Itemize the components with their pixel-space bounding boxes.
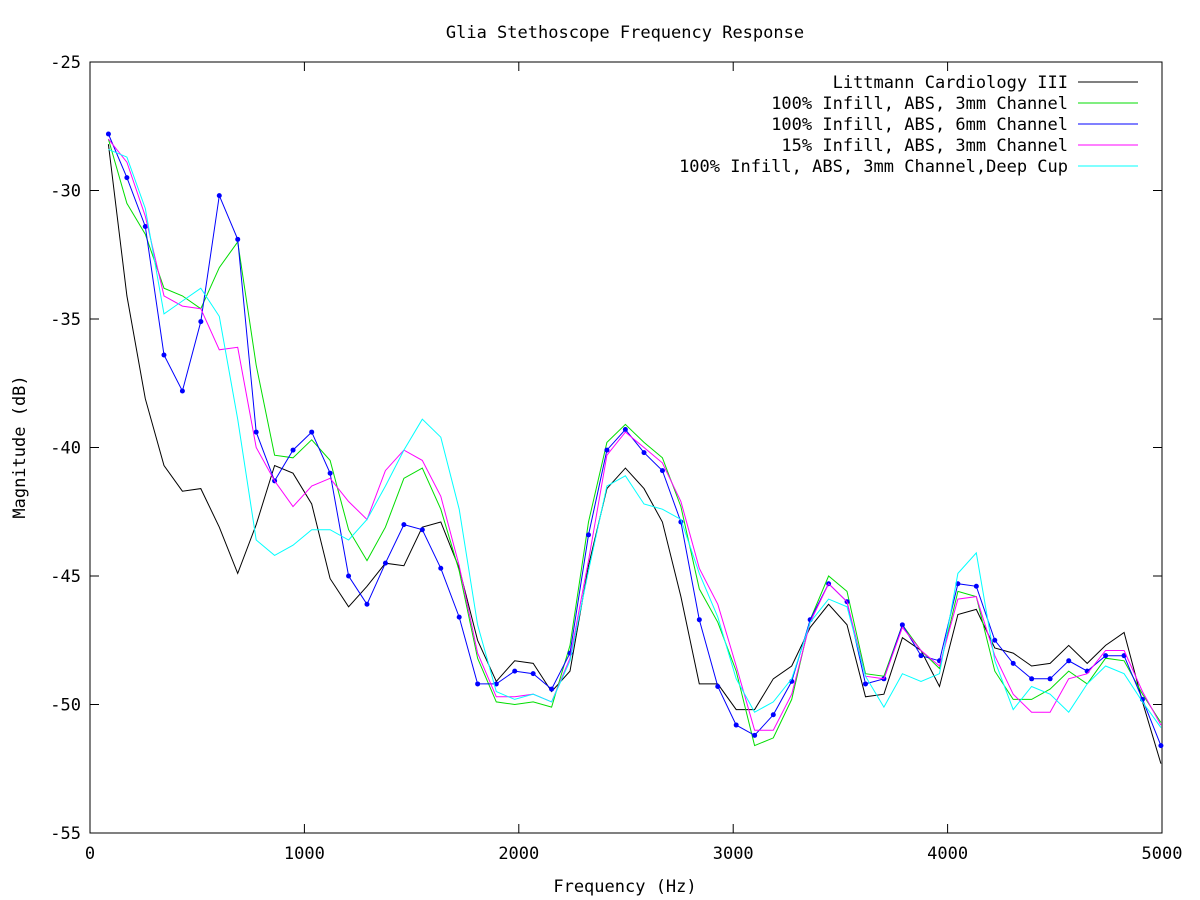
y-tick-label: -30 — [50, 182, 81, 202]
series-3-point — [493, 681, 499, 687]
series-3-point — [1029, 676, 1035, 682]
x-axis: 0 1000 2000 3000 4000 5000 — [85, 62, 1183, 864]
y-axis: -55 -50 -45 -40 -35 -30 -25 — [50, 53, 1162, 844]
series-line-4 — [108, 138, 1162, 731]
series-3-point — [216, 193, 222, 199]
series-3-point — [1010, 660, 1016, 666]
legend-label: Littmann Cardiology III — [833, 73, 1068, 93]
x-tick-label: 3000 — [713, 844, 754, 864]
series-3-point — [1047, 676, 1053, 682]
series-3-point — [918, 653, 924, 659]
x-tick-label: 4000 — [927, 844, 968, 864]
series-3-point — [290, 447, 296, 453]
series-3-point — [862, 681, 868, 687]
plot-frame — [89, 61, 1163, 834]
series-3-point — [641, 450, 647, 456]
series-3-point — [770, 712, 776, 718]
series-3-point — [364, 601, 370, 607]
y-tick-label: -50 — [50, 696, 81, 716]
series-3-point — [512, 668, 518, 674]
series-3-point — [696, 617, 702, 623]
series-3-point — [1121, 653, 1127, 659]
series-3-point — [585, 532, 591, 538]
legend-label: 100% Infill, ABS, 3mm Channel,Deep Cup — [679, 157, 1068, 177]
series-3-point — [401, 522, 407, 528]
series-3-point — [327, 470, 333, 476]
series-3-point — [475, 681, 481, 687]
series-group — [105, 131, 1164, 764]
chart-title: Glia Stethoscope Frequency Response — [446, 23, 804, 43]
series-3-point — [105, 131, 111, 137]
x-tick-label: 2000 — [498, 844, 539, 864]
series-line-2 — [107, 138, 1162, 747]
series-3-point — [438, 565, 444, 571]
x-tick-label: 1000 — [284, 844, 325, 864]
series-3-point — [715, 684, 721, 690]
series-3-point — [346, 573, 352, 579]
series-3-point — [161, 352, 167, 358]
series-3-point — [1103, 653, 1109, 659]
series-3-point — [179, 388, 185, 394]
series-3-point — [1066, 658, 1072, 664]
y-tick-label: -55 — [50, 824, 81, 844]
y-tick-label: -35 — [50, 310, 81, 330]
x-tick-label: 0 — [85, 844, 95, 864]
series-3-point — [124, 175, 130, 181]
y-tick-label: -25 — [50, 53, 81, 73]
series-3-point — [1158, 743, 1164, 749]
series-3-point — [973, 583, 979, 589]
series-3-point — [604, 447, 610, 453]
series-line-5 — [108, 148, 1162, 728]
series-3-point — [456, 614, 462, 620]
series-line-3 — [107, 133, 1162, 746]
x-tick-label: 5000 — [1142, 844, 1183, 864]
series-3-point — [899, 622, 905, 628]
series-3-point — [253, 429, 259, 435]
y-tick-label: -40 — [50, 439, 81, 459]
y-tick-label: -45 — [50, 567, 81, 587]
series-3-point — [419, 527, 425, 533]
series-3-point — [992, 637, 998, 643]
y-axis-label: Magnitude (dB) — [10, 375, 30, 518]
legend-label: 15% Infill, ABS, 3mm Channel — [781, 136, 1068, 156]
legend-label: 100% Infill, ABS, 6mm Channel — [771, 115, 1068, 135]
series-3-point — [309, 429, 315, 435]
series-line-1 — [107, 144, 1162, 764]
series-3-point — [733, 722, 739, 728]
series-3-point — [549, 686, 555, 692]
series-3-point — [752, 732, 758, 738]
series-3-point — [659, 468, 665, 474]
series-3-point — [530, 671, 536, 677]
series-3-point — [382, 560, 388, 566]
x-axis-label: Frequency (Hz) — [553, 877, 696, 897]
legend-label: 100% Infill, ABS, 3mm Channel — [771, 94, 1068, 114]
series-3-point — [235, 236, 241, 242]
series-3-point — [198, 319, 204, 325]
series-3-point — [622, 427, 628, 433]
series-3-point — [142, 223, 148, 229]
